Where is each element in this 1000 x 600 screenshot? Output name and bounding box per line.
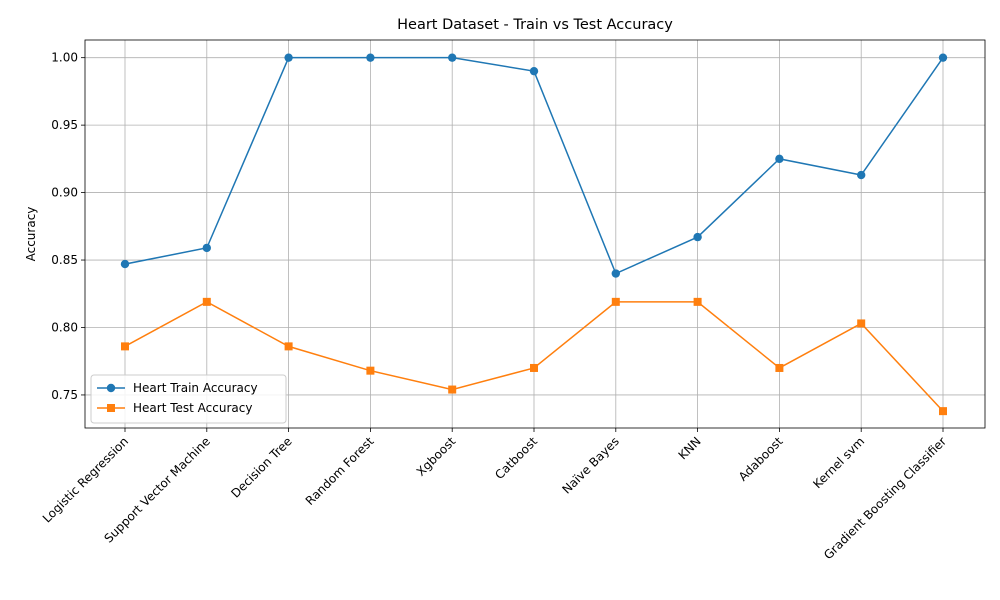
- y-tick-label: 0.95: [51, 118, 78, 132]
- plot-frame: [84, 39, 986, 429]
- series-2: [121, 297, 947, 416]
- legend: Heart Train Accuracy Heart Test Accuracy: [90, 374, 287, 424]
- data-point-marker: [121, 342, 129, 351]
- data-point-marker: [366, 53, 375, 62]
- data-point-marker: [120, 259, 130, 269]
- data-point-marker: [857, 319, 866, 328]
- data-point-marker: [693, 232, 702, 242]
- series-layer: [120, 53, 948, 416]
- data-point-marker: [693, 297, 702, 306]
- y-tick-label: 0.80: [51, 320, 78, 334]
- data-point-marker: [202, 243, 211, 253]
- data-point-marker: [448, 53, 457, 62]
- data-point-marker: [611, 297, 620, 306]
- data-point-marker: [529, 66, 539, 76]
- data-point-marker: [775, 363, 784, 372]
- chart-title: Heart Dataset - Train vs Test Accuracy: [397, 17, 673, 33]
- data-point-marker: [530, 363, 538, 372]
- y-tick-label: 0.90: [51, 186, 78, 200]
- data-point-marker: [939, 407, 947, 416]
- y-tick-label: 1.00: [51, 51, 78, 65]
- legend-marker: [107, 404, 115, 412]
- legend-item: Heart Test Accuracy: [97, 401, 252, 415]
- data-point-marker: [202, 297, 211, 306]
- data-point-marker: [611, 269, 620, 278]
- legend-item: Heart Train Accuracy: [97, 381, 258, 395]
- y-tick-label: 0.75: [51, 388, 78, 402]
- data-point-marker: [284, 53, 293, 62]
- data-point-marker: [938, 53, 948, 62]
- legend-label: Heart Train Accuracy: [133, 381, 258, 395]
- legend-label: Heart Test Accuracy: [133, 401, 252, 415]
- data-point-marker: [366, 366, 375, 375]
- data-point-marker: [857, 170, 866, 180]
- y-tick-label: 0.85: [51, 253, 78, 267]
- y-axis-label: Accuracy: [24, 207, 38, 262]
- data-point-marker: [448, 385, 457, 394]
- series-1: [120, 53, 948, 278]
- legend-marker: [106, 383, 116, 393]
- data-point-marker: [775, 154, 784, 164]
- data-point-marker: [284, 342, 293, 351]
- legend-box: [90, 374, 287, 424]
